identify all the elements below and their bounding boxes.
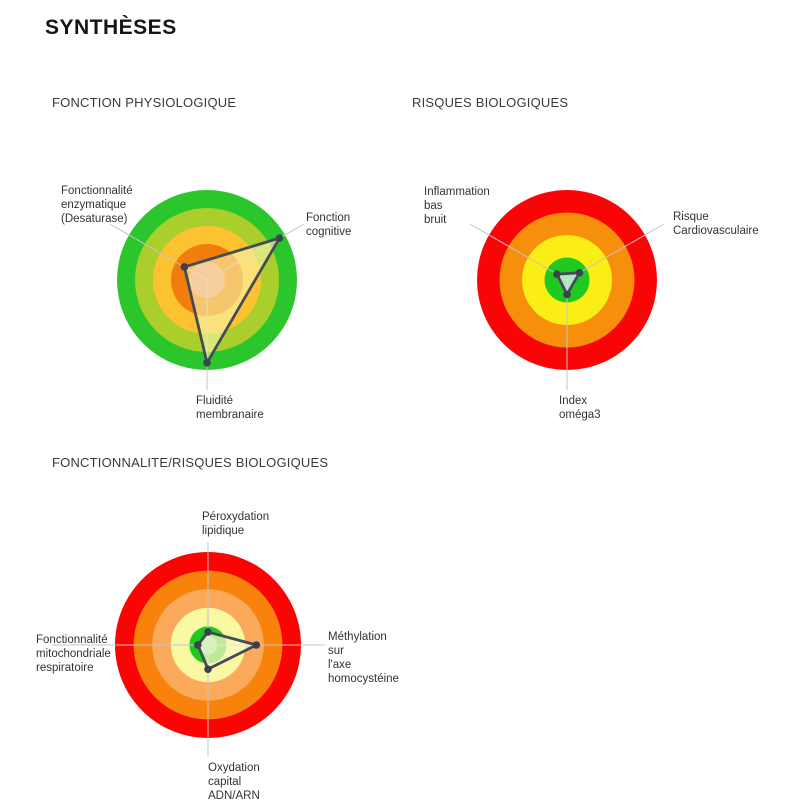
data-point-marker	[203, 359, 211, 367]
chart-heading-fonction-physiologique: FONCTION PHYSIOLOGIQUE	[52, 95, 237, 110]
data-point-marker	[563, 290, 571, 299]
data-point-marker	[553, 270, 561, 278]
radar-polygon	[182, 236, 281, 365]
axis-label-risque-cardiovasculaire: Risque Cardiovasculaire	[673, 211, 759, 237]
axis-label-fluidite-membranaire: Fluidité membranaire	[196, 395, 264, 421]
axis-line	[469, 223, 568, 281]
radar-chart-fonctionnalite-risques	[52, 542, 325, 757]
data-point-marker	[180, 263, 189, 271]
radar-chart-risques-biologiques	[469, 190, 665, 390]
data-point-marker	[252, 641, 261, 649]
axis-line	[566, 223, 665, 281]
data-point-marker	[575, 269, 584, 277]
axis-label-methylation-homocysteine: Méthylation sur l'axe homocystéine	[328, 631, 399, 685]
axis-label-inflammation-bas-bruit: Inflammation bas bruit	[424, 186, 490, 226]
axis-label-fonctionnalite-mitochondriale: Fonctionnalité mitochondriale respiratoi…	[36, 634, 111, 674]
data-point-marker	[204, 665, 212, 673]
chart-heading-risques-biologiques: RISQUES BIOLOGIQUES	[412, 95, 569, 110]
axis-label-fonction-cognitive: Fonction cognitive	[306, 212, 352, 238]
axis-label-index-omega3: Index oméga3	[559, 395, 601, 421]
axis-label-peroxydation-lipidique: Péroxydation lipidique	[202, 511, 270, 537]
data-point-marker	[204, 628, 212, 636]
radar-polygon	[555, 271, 581, 296]
radar-chart-fonction-physiologique	[109, 190, 305, 390]
data-point-marker	[275, 234, 284, 242]
data-point-marker	[193, 641, 202, 649]
axis-label-oxydation-capital-adn-arn: Oxydation capital ADN/ARN	[208, 762, 260, 802]
axis-label-fonctionnalite-enzymatique: Fonctionnalité enzymatique (Desaturase)	[61, 185, 133, 225]
chart-heading-fonctionnalite-risques: FONCTIONNALITE/RISQUES BIOLOGIQUES	[52, 455, 329, 470]
page-title: SYNTHÈSES	[45, 16, 177, 39]
